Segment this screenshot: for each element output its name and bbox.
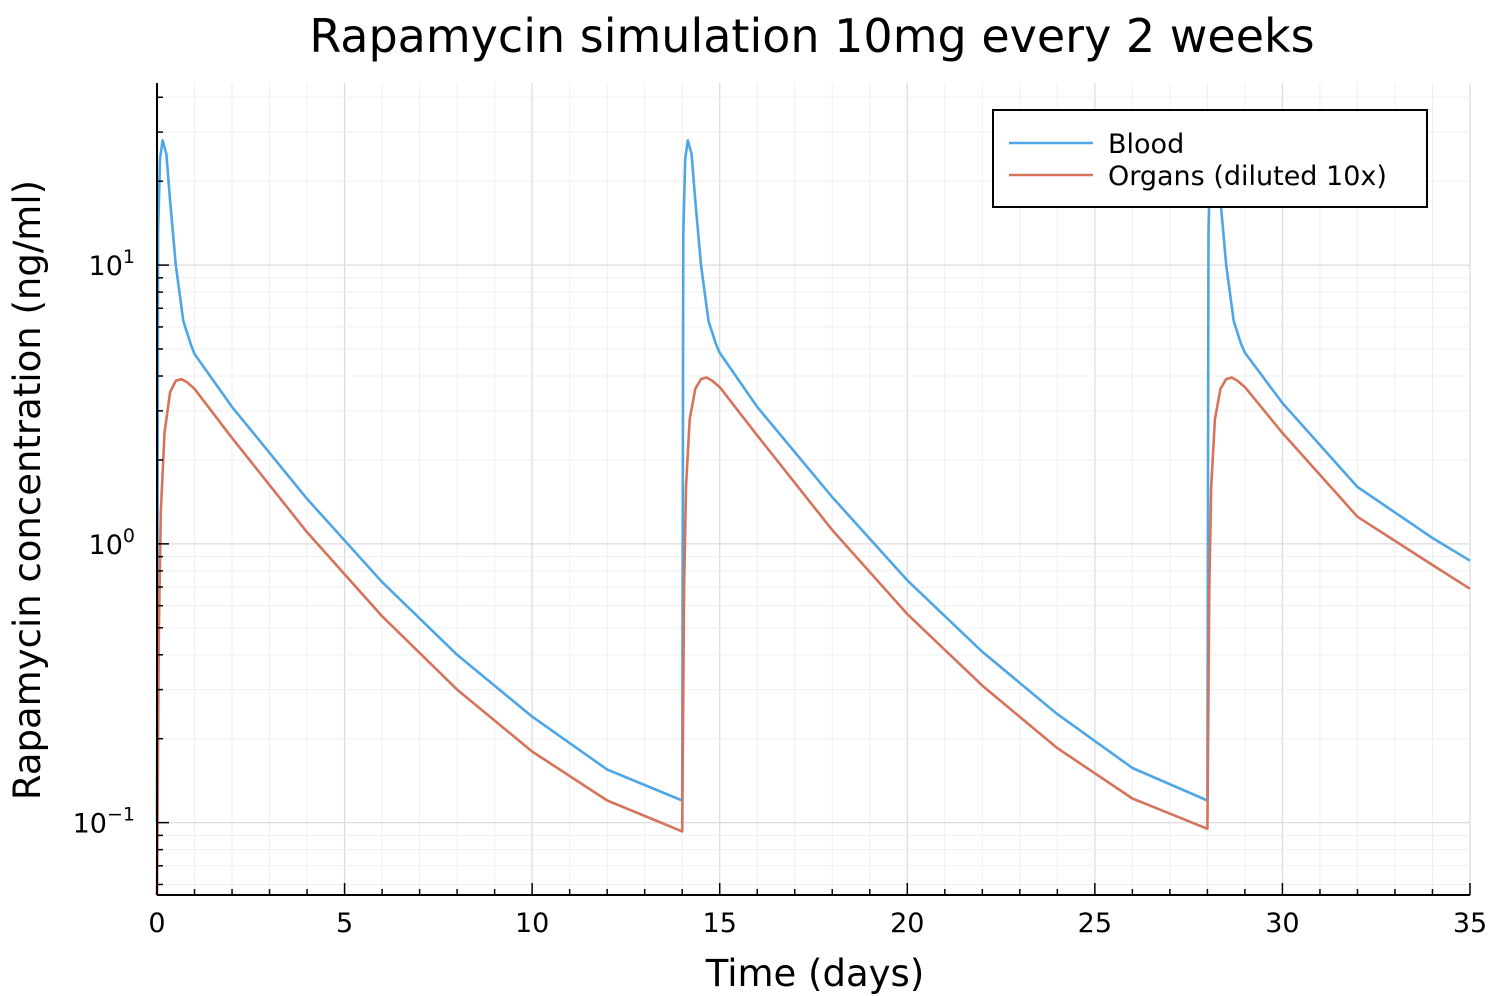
x-tick-label: 5	[336, 908, 353, 939]
axes	[156, 83, 1471, 896]
x-tick-label: 20	[890, 908, 924, 939]
x-axis-label: Time (days)	[705, 952, 925, 995]
series-line-organs	[155, 376, 1471, 896]
tick-labels: 0 5 10 15 20 25 30 35 101 100 10−1	[73, 246, 1488, 939]
series-line-blood	[155, 139, 1471, 823]
x-tick-label: 35	[1453, 908, 1487, 939]
x-tick-label: 15	[703, 908, 737, 939]
legend-box	[992, 109, 1428, 208]
plot-series	[155, 139, 1471, 896]
chart-title: Rapamycin simulation 10mg every 2 weeks	[309, 9, 1314, 63]
x-tick-label: 25	[1078, 908, 1112, 939]
x-tick-label: 30	[1265, 908, 1299, 939]
y-axis-label: Rapamycin concentration (ng/ml)	[6, 180, 49, 800]
y-tick-label: 100	[89, 525, 135, 561]
legend-label-blood: Blood	[1108, 129, 1184, 160]
grid-lines	[156, 83, 1471, 895]
x-tick-label: 10	[515, 908, 549, 939]
x-tick-label: 0	[148, 908, 165, 939]
y-tick-label: 10−1	[73, 804, 135, 840]
y-tick-label: 101	[89, 246, 135, 282]
legend-label-organs: Organs (diluted 10x)	[1108, 161, 1387, 192]
